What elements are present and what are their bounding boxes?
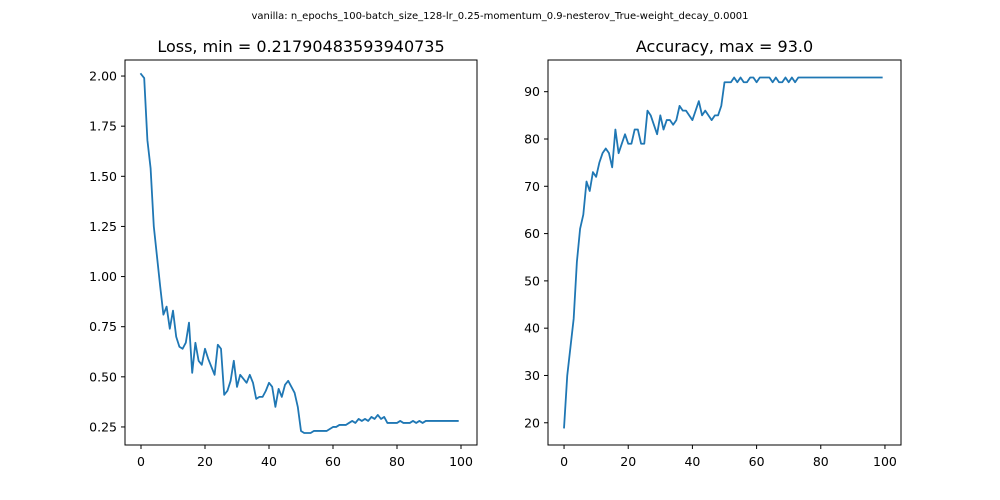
- loss-xtick-label: 40: [261, 454, 277, 469]
- accuracy-xtick-label: 60: [749, 454, 765, 469]
- loss-title: Loss, min = 0.21790483593940735: [157, 37, 444, 56]
- loss-ytick-label: 0.50: [89, 369, 117, 384]
- accuracy-ytick-label: 50: [524, 273, 540, 288]
- loss-xtick-label: 100: [449, 454, 473, 469]
- loss-xtick-label: 0: [137, 454, 145, 469]
- accuracy-ytick-label: 70: [524, 179, 540, 194]
- loss-axes-frame: [124, 59, 478, 446]
- loss-ytick-label: 1.25: [89, 219, 117, 234]
- loss-series-line: [139, 72, 459, 434]
- loss-ytick-label: 2.00: [89, 69, 117, 84]
- loss-axes: Loss, min = 0.21790483593940735 0 20 40 60 80…: [89, 37, 478, 469]
- accuracy-ytick-label: 60: [524, 226, 540, 241]
- accuracy-xtick-label: 100: [873, 454, 897, 469]
- loss-ytick-label: 1.00: [89, 269, 117, 284]
- loss-ytick-label: 0.25: [89, 419, 117, 434]
- accuracy-ytick-label: 40: [524, 321, 540, 336]
- loss-xtick-label: 60: [325, 454, 341, 469]
- accuracy-ytick-label: 80: [524, 131, 540, 146]
- loss-ytick-label: 1.75: [89, 119, 117, 134]
- accuracy-axes: Accuracy, max = 93.0 0 20 40 60 80 100 20 30 40 50…: [524, 37, 902, 469]
- accuracy-ytick-label: 90: [524, 84, 540, 99]
- figure-suptitle: vanilla: n_epochs_100-batch_size_128-lr_…: [251, 11, 748, 22]
- accuracy-xtick-label: 0: [560, 454, 568, 469]
- accuracy-ytick-label: 30: [524, 368, 540, 383]
- loss-ytick-label: 0.75: [89, 319, 117, 334]
- accuracy-ytick-label: 20: [524, 415, 540, 430]
- accuracy-title: Accuracy, max = 93.0: [636, 37, 813, 56]
- loss-xtick-label: 20: [197, 454, 213, 469]
- accuracy-axes-frame: [547, 59, 902, 446]
- accuracy-xtick-label: 40: [684, 454, 700, 469]
- loss-ytick-label: 1.50: [89, 169, 117, 184]
- loss-xtick-label: 80: [389, 454, 405, 469]
- accuracy-xtick-label: 80: [813, 454, 829, 469]
- accuracy-series-line: [563, 76, 883, 429]
- accuracy-xtick-label: 20: [620, 454, 636, 469]
